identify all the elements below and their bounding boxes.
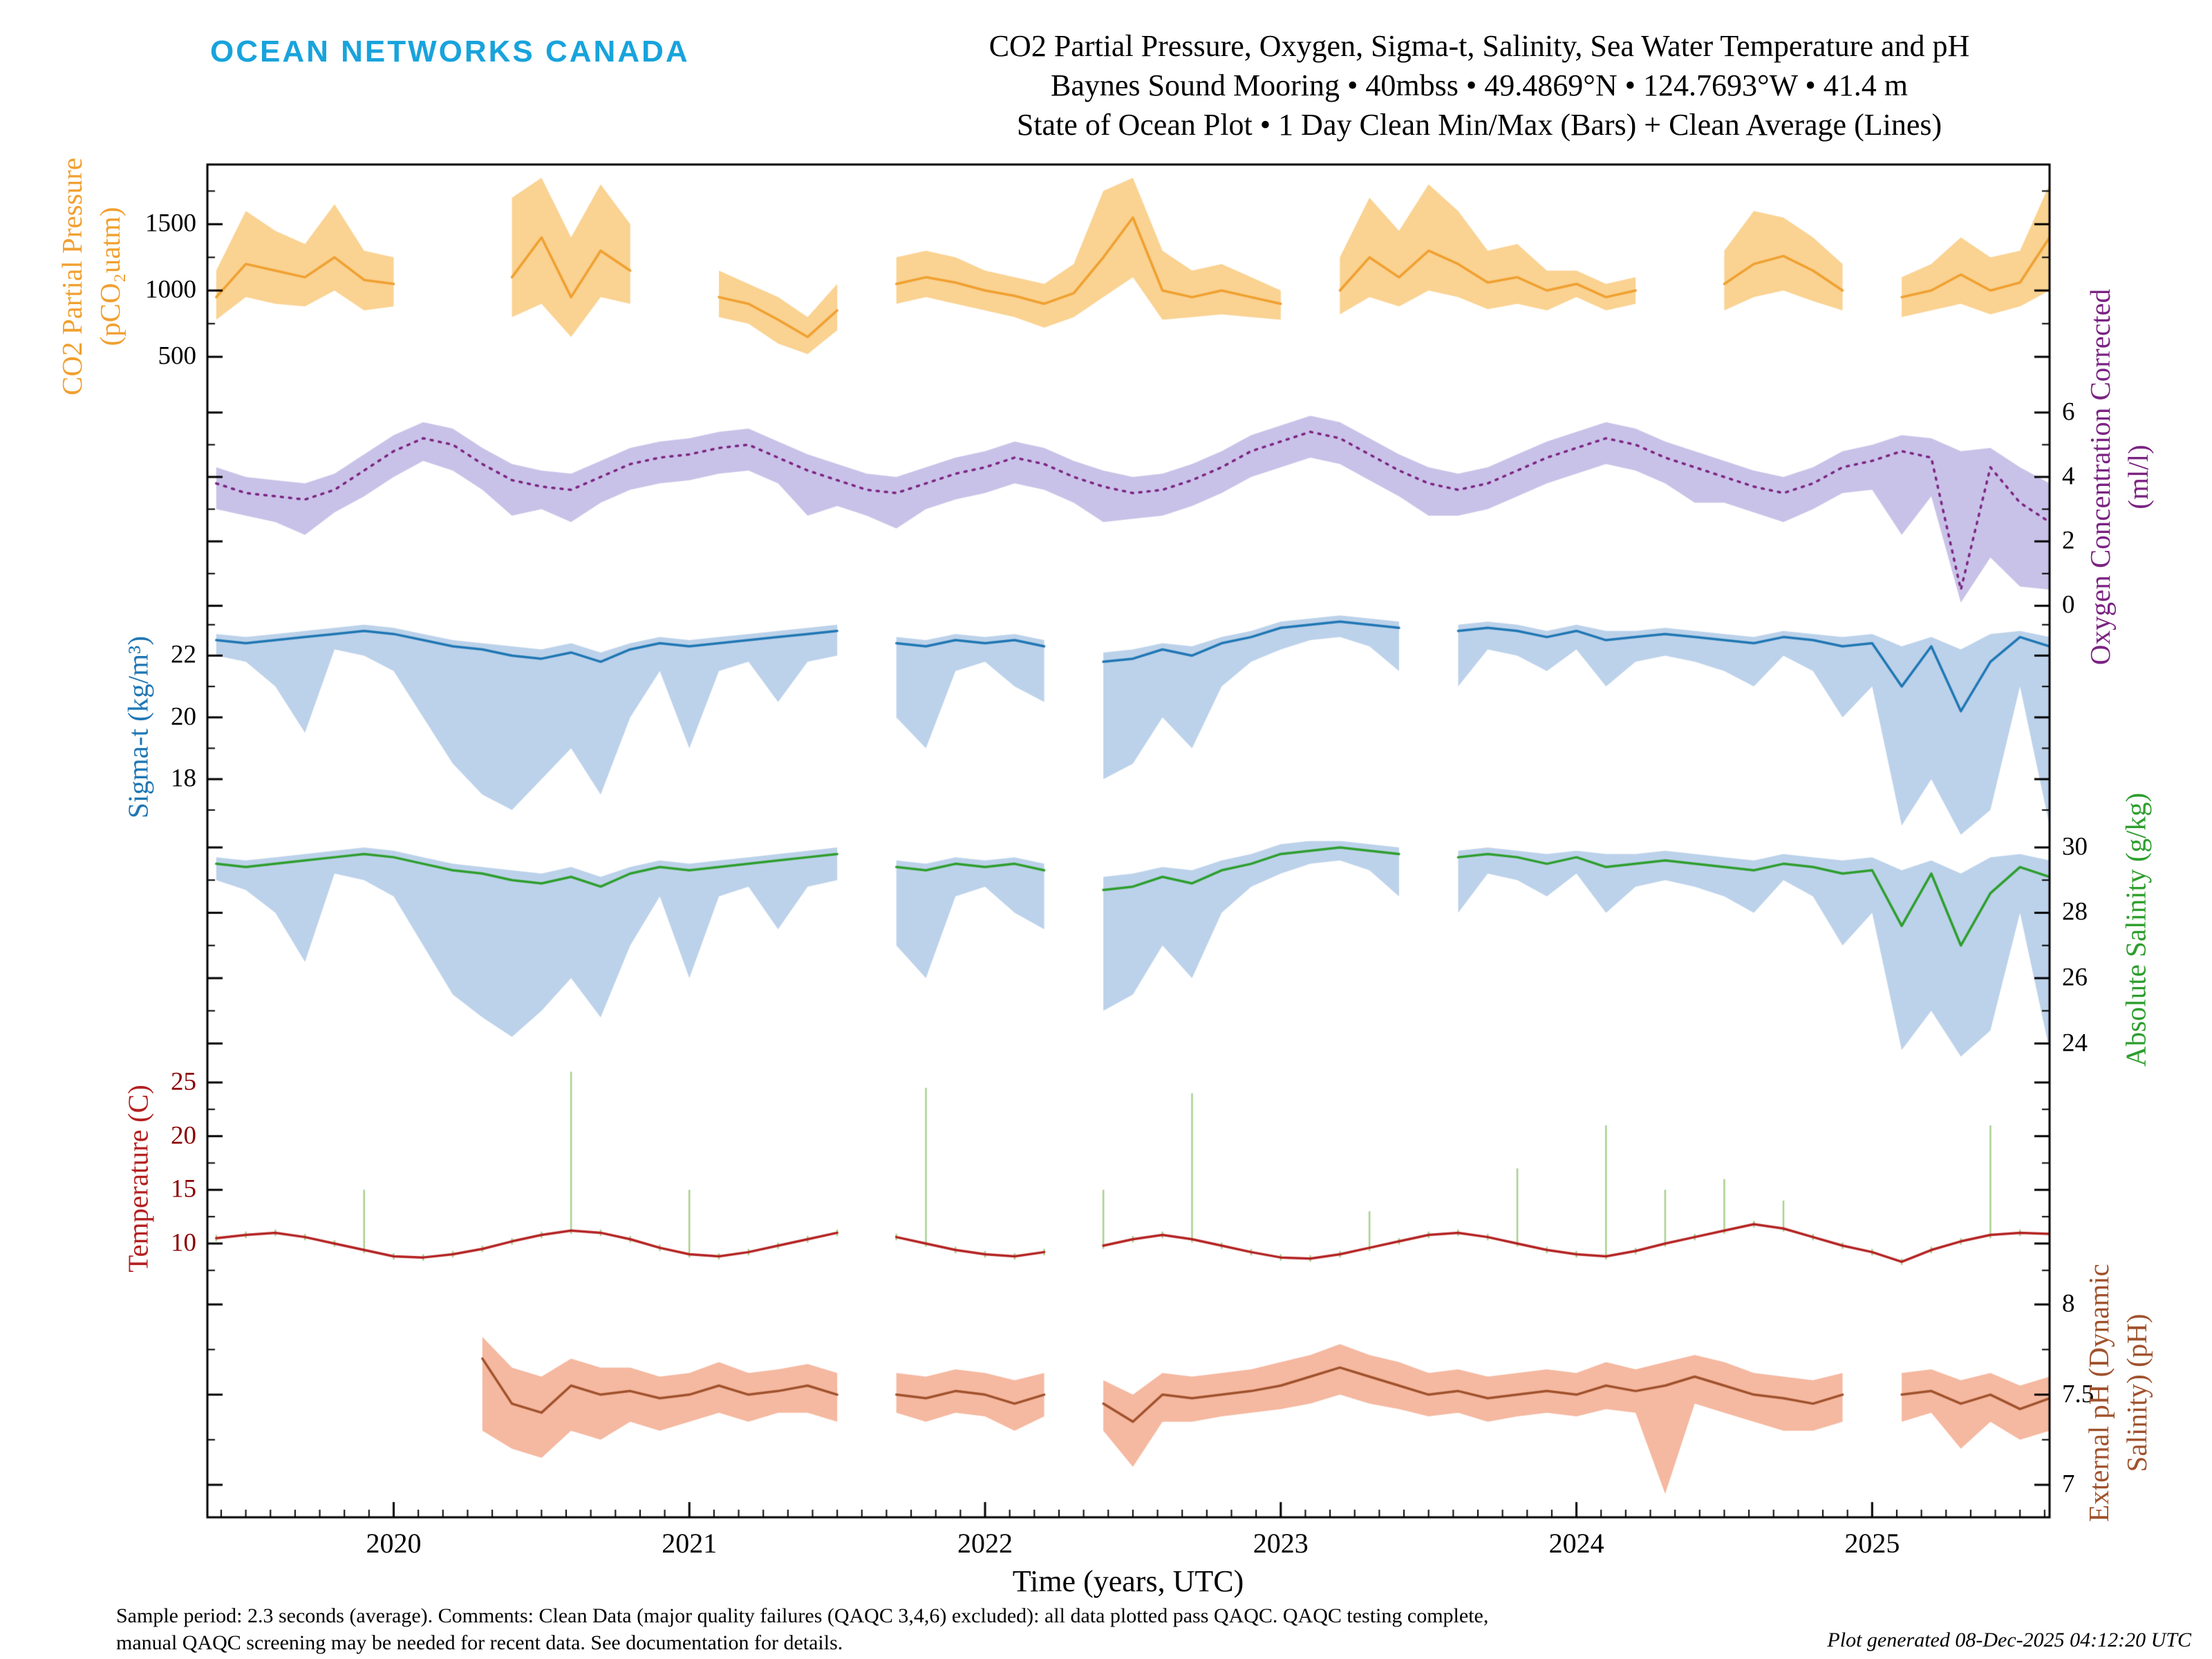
- axis-title-line: (pCO₂uatm): [94, 207, 126, 346]
- axis-title-line: (ml/l): [2122, 444, 2154, 509]
- footer-line-1: Sample period: 2.3 seconds (average). Co…: [116, 1604, 1489, 1627]
- footer-line-2: manual QAQC screening may be needed for …: [116, 1631, 843, 1654]
- plot-titles: CO2 Partial Pressure, Oxygen, Sigma-t, S…: [871, 26, 2088, 144]
- axis-title-line: Salinity) (pH): [2121, 1313, 2153, 1472]
- axis-title-line: CO2 Partial Pressure: [56, 158, 88, 395]
- footer-notes: Sample period: 2.3 seconds (average). Co…: [116, 1602, 1488, 1656]
- generated-timestamp: Plot generated 08-Dec-2025 04:12:20 UTC: [1827, 1629, 2191, 1651]
- axis-title-line: External pH (Dynamic: [2083, 1264, 2115, 1522]
- x-axis-label: Time (years, UTC): [1012, 1564, 1244, 1598]
- title-line-1: CO2 Partial Pressure, Oxygen, Sigma-t, S…: [988, 29, 1970, 63]
- axis-title-line: Temperature (C): [122, 1085, 154, 1273]
- axis-title-line: Sigma-t (kg/m³): [122, 636, 154, 818]
- title-line-2: Baynes Sound Mooring • 40mbss • 49.4869°…: [1050, 68, 1908, 102]
- axis-title-line: Oxygen Concentration Corrected: [2084, 288, 2116, 666]
- onc-logo: OCEAN NETWORKS CANADA: [210, 35, 690, 68]
- title-line-3: State of Ocean Plot • 1 Day Clean Min/Ma…: [1016, 108, 1942, 142]
- axis-title-line: Absolute Salinity (g/kg): [2119, 792, 2152, 1067]
